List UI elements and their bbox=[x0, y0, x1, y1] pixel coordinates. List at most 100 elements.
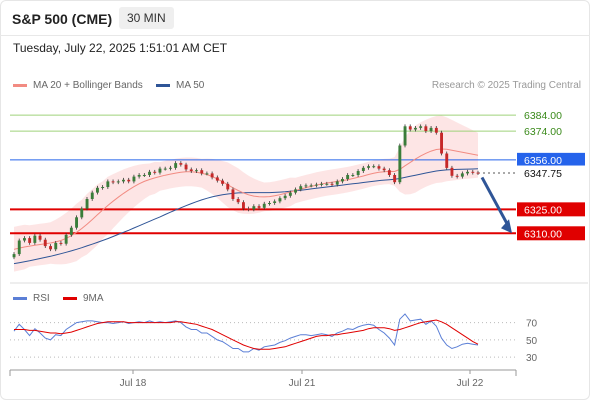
level-label-6347.75: 6347.75 bbox=[524, 168, 562, 180]
candle-body bbox=[440, 132, 443, 154]
candle-body bbox=[12, 254, 16, 258]
candle-body bbox=[169, 167, 172, 169]
candle-body bbox=[429, 127, 433, 132]
candle-body bbox=[408, 126, 412, 130]
candle-body bbox=[257, 206, 261, 208]
candle-body bbox=[346, 175, 350, 179]
candle-body bbox=[268, 203, 271, 204]
candle-body bbox=[221, 180, 224, 184]
candle-body bbox=[142, 175, 146, 176]
x-tick-label: Jul 21 bbox=[289, 378, 316, 389]
candle-body bbox=[59, 242, 63, 244]
candle-body bbox=[466, 171, 469, 174]
level-label-6374.00: 6374.00 bbox=[524, 126, 562, 138]
candle-body bbox=[64, 234, 68, 244]
candle-body bbox=[419, 126, 423, 128]
candle-body bbox=[200, 170, 204, 174]
candle-body bbox=[80, 208, 84, 218]
candle-body bbox=[294, 189, 297, 193]
rsi-line bbox=[13, 313, 479, 353]
candle-body bbox=[273, 201, 277, 203]
candle-body bbox=[158, 168, 162, 173]
timestamp: Tuesday, July 22, 2025 1:51:01 AM CET bbox=[13, 41, 228, 55]
level-tag-6356.00 bbox=[517, 152, 585, 167]
legend-ma50: MA 50 bbox=[156, 80, 204, 91]
candle-body bbox=[179, 163, 183, 165]
candle-body bbox=[69, 227, 73, 235]
candle-body bbox=[387, 170, 391, 175]
candle-body bbox=[101, 187, 105, 188]
candle-body bbox=[38, 235, 42, 240]
instrument-title: S&P 500 (CME) bbox=[12, 11, 113, 27]
candle-body bbox=[75, 217, 78, 228]
timeframe-badge[interactable]: 30 MIN bbox=[119, 7, 174, 29]
candle-body bbox=[471, 171, 475, 173]
rsi-ma9-line bbox=[14, 319, 479, 350]
level-tag-6347.75 bbox=[516, 165, 586, 181]
candle-body bbox=[116, 181, 120, 183]
candle-body bbox=[330, 183, 334, 185]
header: S&P 500 (CME) 30 MIN bbox=[0, 0, 590, 36]
candle-body bbox=[403, 126, 407, 146]
projection-arrowhead bbox=[501, 219, 512, 234]
candle-body bbox=[33, 235, 37, 243]
candle-body bbox=[455, 175, 459, 177]
candle-body bbox=[299, 186, 303, 190]
candle-body bbox=[476, 172, 480, 174]
candle-body bbox=[210, 173, 214, 178]
candle-body bbox=[195, 170, 198, 172]
credit-text: Research © 2025 Trading Central bbox=[431, 80, 581, 91]
candle-body bbox=[28, 238, 32, 243]
ma50-swatch bbox=[156, 83, 170, 87]
candle-body bbox=[320, 183, 324, 185]
candle-body bbox=[122, 179, 125, 182]
candle-body bbox=[361, 167, 365, 171]
candle-body bbox=[283, 195, 287, 199]
candle-body bbox=[247, 208, 251, 210]
candle-body bbox=[54, 242, 58, 250]
candle-body bbox=[90, 192, 94, 199]
level-label-6310.00: 6310.00 bbox=[524, 228, 562, 240]
candle-body bbox=[236, 199, 240, 203]
candle-body bbox=[174, 163, 178, 168]
header-divider bbox=[0, 35, 590, 36]
candle-body bbox=[127, 179, 131, 182]
candle-body bbox=[382, 168, 386, 171]
rsi-label: RSI bbox=[33, 293, 50, 304]
candle-body bbox=[393, 175, 397, 183]
candle-body bbox=[356, 171, 360, 175]
candle-body bbox=[278, 198, 282, 202]
candle-body bbox=[304, 185, 308, 187]
candle-body bbox=[460, 173, 464, 177]
rsi-tick-30: 30 bbox=[526, 353, 538, 364]
candle-body bbox=[434, 127, 438, 133]
candle-body bbox=[262, 203, 266, 208]
candle-body bbox=[43, 239, 47, 247]
projection-arrow-shaft bbox=[480, 176, 511, 229]
level-tag-6310.00 bbox=[517, 226, 585, 241]
candle-body bbox=[398, 145, 402, 183]
candle-body bbox=[288, 192, 292, 196]
candle-body bbox=[424, 126, 428, 132]
level-label-6384.00: 6384.00 bbox=[524, 110, 562, 122]
ma50-label: MA 50 bbox=[176, 80, 205, 91]
candle-body bbox=[49, 246, 52, 250]
legend-rsi: RSI bbox=[13, 293, 50, 304]
rsi-swatch bbox=[13, 296, 27, 300]
ma20-label: MA 20 + Bollinger Bands bbox=[33, 80, 143, 91]
candle-body bbox=[215, 177, 219, 181]
candle-body bbox=[367, 166, 370, 168]
x-tick-label: Jul 22 bbox=[457, 378, 484, 389]
candle-body bbox=[325, 183, 329, 185]
rsi-tick-50: 50 bbox=[526, 336, 538, 347]
candle-body bbox=[309, 185, 313, 187]
candle-body bbox=[184, 164, 188, 170]
level-label-6325.00: 6325.00 bbox=[524, 204, 562, 216]
candle-body bbox=[242, 202, 245, 209]
candle-body bbox=[414, 127, 417, 130]
candle-body bbox=[377, 166, 381, 169]
rsi-tick-70: 70 bbox=[526, 319, 538, 330]
legend-ma20: MA 20 + Bollinger Bands bbox=[13, 80, 143, 91]
level-tag-6325.00 bbox=[517, 202, 585, 217]
